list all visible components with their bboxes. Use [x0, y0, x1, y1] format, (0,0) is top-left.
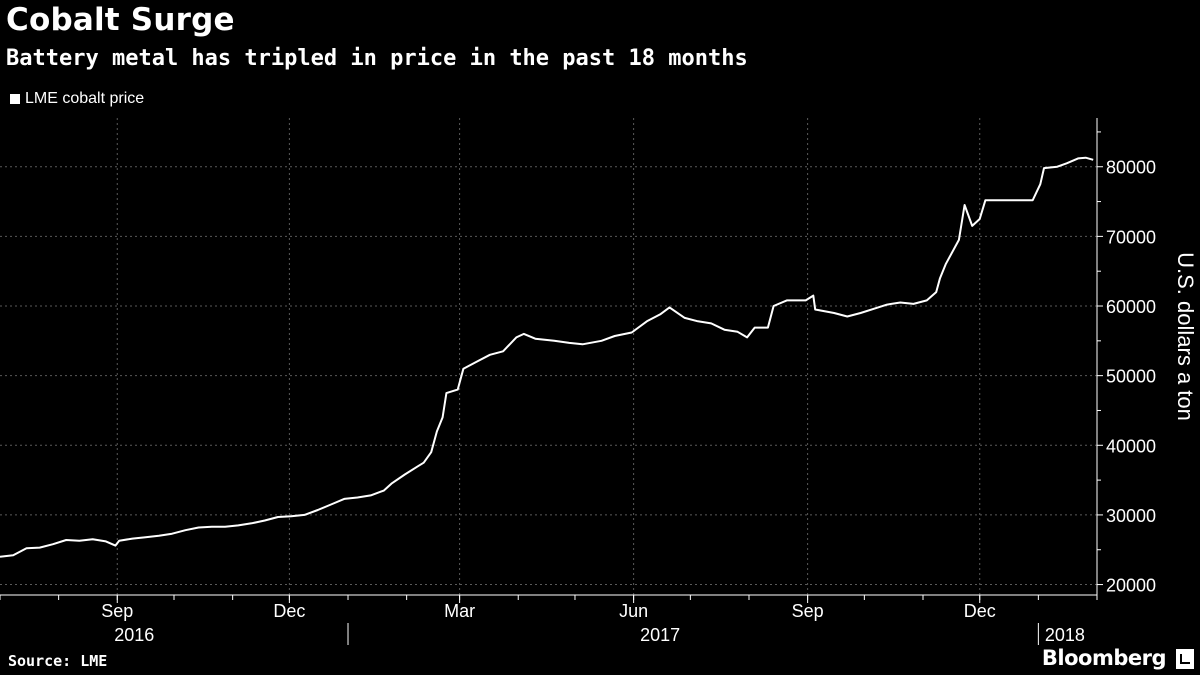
x-tick-label: Sep	[792, 601, 824, 621]
year-label: 2016	[114, 625, 154, 645]
legend: LME cobalt price	[10, 90, 144, 108]
brand-logo: Bloomberg	[1041, 646, 1167, 670]
y-tick-label: 80000	[1106, 158, 1156, 178]
series-line-lme-cobalt-price	[0, 156, 1094, 558]
chart-icon	[1176, 649, 1194, 669]
source-note: Source: LME	[8, 652, 108, 670]
y-tick-label: 40000	[1106, 436, 1156, 456]
year-label: 2017	[640, 625, 680, 645]
x-tick-label: Jun	[619, 601, 648, 621]
legend-swatch	[10, 94, 20, 104]
x-tick-label: Dec	[273, 601, 305, 621]
y-axis-label: U.S. dollars a ton	[1173, 252, 1198, 421]
y-tick-label: 30000	[1106, 506, 1156, 526]
y-tick-label: 70000	[1106, 227, 1156, 247]
chart-title: Cobalt Surge	[6, 2, 235, 38]
year-label: 2018	[1045, 625, 1085, 645]
x-tick-label: Dec	[964, 601, 996, 621]
legend-label: LME cobalt price	[25, 90, 145, 107]
x-tick-label: Sep	[101, 601, 133, 621]
chart-subtitle: Battery metal has tripled in price in th…	[6, 46, 748, 71]
y-tick-label: 60000	[1106, 297, 1156, 317]
x-tick-label: Mar	[444, 601, 475, 621]
y-tick-label: 20000	[1106, 576, 1156, 596]
y-tick-label: 50000	[1106, 367, 1156, 387]
